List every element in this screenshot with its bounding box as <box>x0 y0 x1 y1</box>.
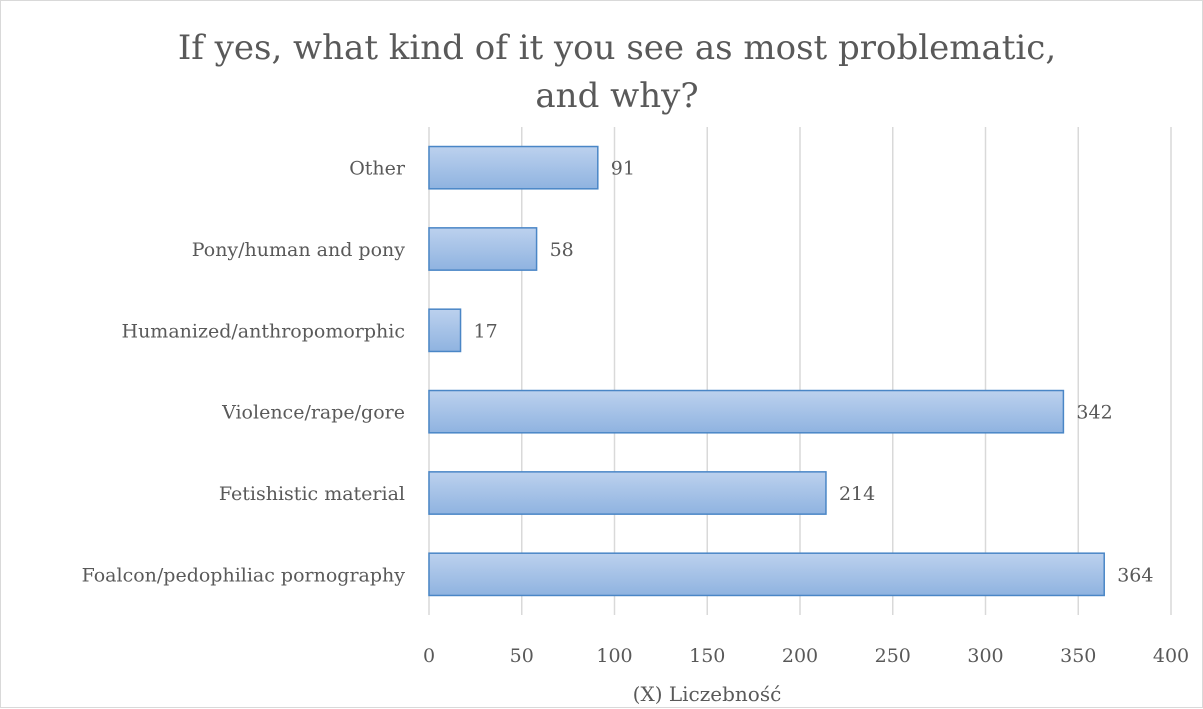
bar-3 <box>428 389 1065 434</box>
x-tick-label: 150 <box>689 645 725 667</box>
bar-1 <box>428 227 538 271</box>
labels: 0 50 100 150 200 250 300 350 400 Other 91 Pony/huma… <box>82 158 1190 667</box>
bar-4 <box>428 471 827 515</box>
x-tick-label: 350 <box>1060 645 1096 667</box>
bars <box>428 145 1105 597</box>
chart-title-line-1: If yes, what kind of it you see as most … <box>178 28 1056 68</box>
x-tick-label: 200 <box>782 645 818 667</box>
x-tick-label: 300 <box>967 645 1003 667</box>
x-tick-label: 100 <box>596 645 632 667</box>
category-label: Foalcon/pedophiliac pornography <box>82 564 406 586</box>
category-label: Other <box>349 158 406 180</box>
data-label: 364 <box>1117 564 1153 586</box>
x-tick-label: 400 <box>1153 645 1189 667</box>
chart-title-line-2: and why? <box>535 76 698 116</box>
bar-0 <box>428 145 599 190</box>
data-label: 214 <box>839 483 875 505</box>
data-label: 17 <box>474 320 498 342</box>
category-label: Violence/rape/gore <box>221 402 405 424</box>
bar-2 <box>428 308 462 353</box>
x-tick-label: 250 <box>875 645 911 667</box>
x-tick-label: 50 <box>510 645 534 667</box>
data-label: 342 <box>1076 402 1112 424</box>
x-tick-label: 0 <box>423 645 435 667</box>
gridlines <box>428 127 1172 615</box>
category-label: Fetishistic material <box>219 483 405 505</box>
data-label: 58 <box>550 239 574 261</box>
category-label: Humanized/anthropomorphic <box>122 320 406 342</box>
x-axis-title: (X) Liczebność <box>633 682 782 706</box>
category-label: Pony/human and pony <box>192 239 406 261</box>
bar-5 <box>428 552 1105 597</box>
data-label: 91 <box>611 158 635 180</box>
